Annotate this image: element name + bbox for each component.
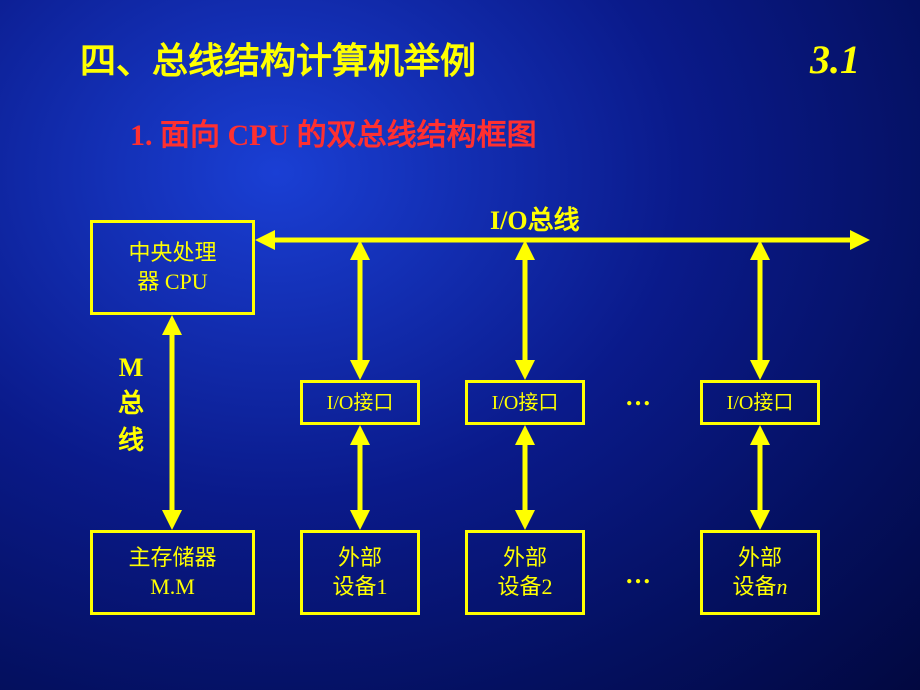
- device-2: 外部 设备2: [465, 530, 585, 615]
- io-interface-1: I/O接口: [300, 380, 420, 425]
- dev1-line1: 外部: [338, 544, 382, 573]
- dev2-line2: 设备2: [497, 573, 552, 602]
- dev1-line2: 设备1: [332, 573, 387, 602]
- mm-line2: M.M: [150, 573, 195, 602]
- ion-label: I/O接口: [727, 390, 794, 416]
- m-bus-label-char: 线: [118, 423, 144, 459]
- io-interface-n: I/O接口: [700, 380, 820, 425]
- cpu-line1: 中央处理: [128, 239, 216, 268]
- io-interface-2: I/O接口: [465, 380, 585, 425]
- device-n: 外部 设备n: [700, 530, 820, 615]
- ellipsis-bottom: …: [625, 560, 651, 590]
- cpu-line2: 器 CPU: [137, 268, 207, 297]
- m-bus-label: M 总 线: [118, 350, 144, 459]
- mm-box: 主存储器 M.M: [90, 530, 255, 615]
- m-bus-label-char: 总: [118, 386, 144, 422]
- mm-line1: 主存储器: [128, 544, 216, 573]
- io1-label: I/O接口: [327, 390, 394, 416]
- io2-label: I/O接口: [492, 390, 559, 416]
- io-bus-label: I/O总线: [490, 200, 580, 237]
- cpu-box: 中央处理 器 CPU: [90, 220, 255, 315]
- devn-line1: 外部: [738, 544, 782, 573]
- ellipsis-top: …: [625, 382, 651, 412]
- dev2-line1: 外部: [503, 544, 547, 573]
- devn-line2: 设备n: [732, 573, 787, 602]
- device-1: 外部 设备1: [300, 530, 420, 615]
- m-bus-label-char: M: [118, 350, 144, 386]
